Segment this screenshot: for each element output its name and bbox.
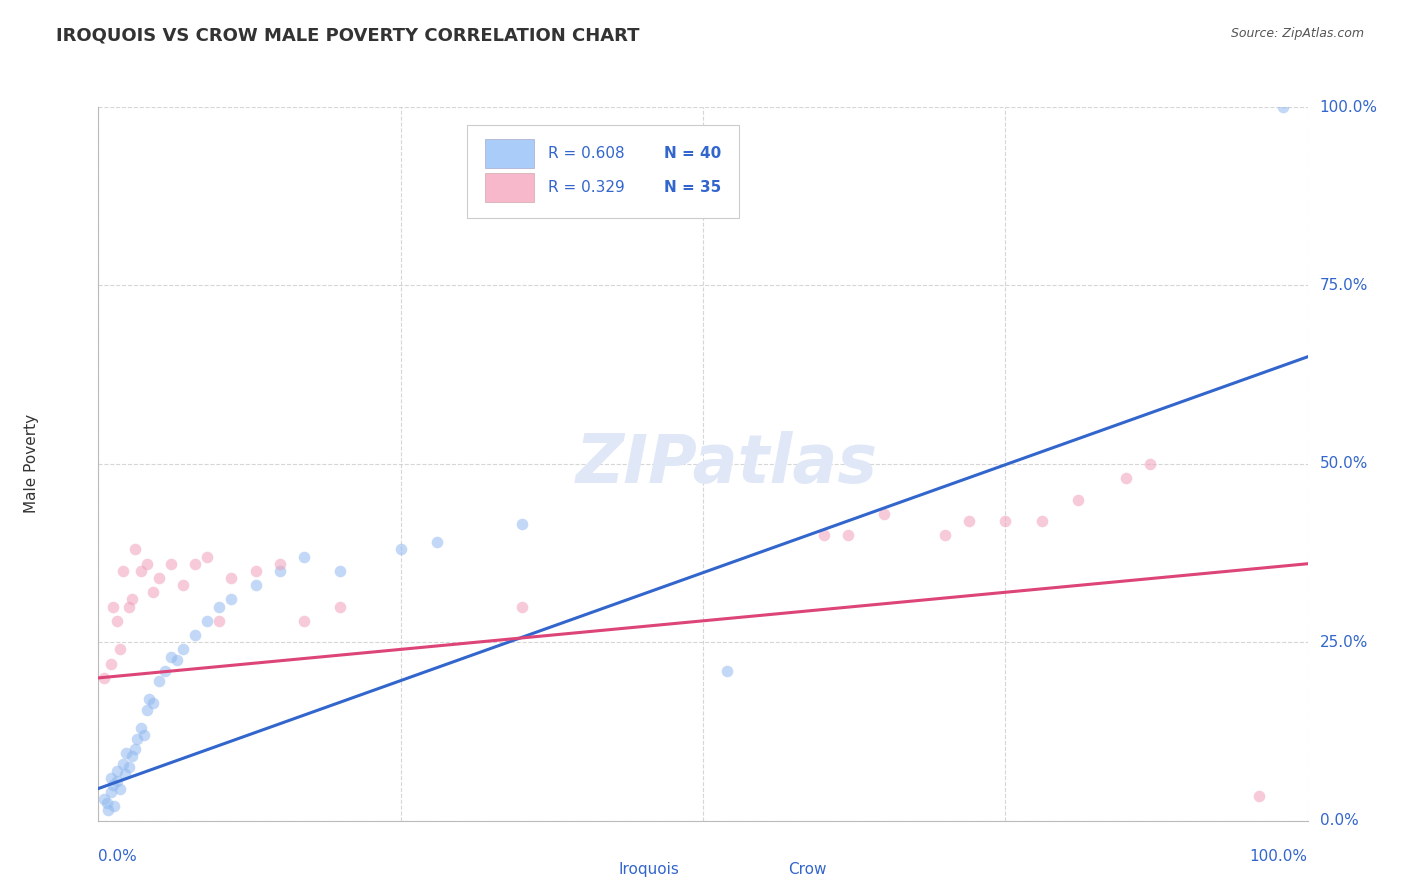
Text: 0.0%: 0.0% — [1320, 814, 1358, 828]
Point — [105, 614, 128, 628]
Text: 75.0%: 75.0% — [1320, 278, 1368, 293]
Text: Crow: Crow — [787, 862, 827, 877]
Text: R = 0.608: R = 0.608 — [548, 146, 624, 161]
Point — [873, 507, 896, 521]
Point — [101, 778, 124, 792]
Point — [269, 557, 291, 571]
Point — [166, 653, 188, 667]
Point — [134, 728, 156, 742]
Text: Iroquois: Iroquois — [619, 862, 679, 877]
Point — [221, 571, 243, 585]
Point — [195, 614, 218, 628]
Point — [105, 764, 128, 778]
Point — [269, 564, 291, 578]
Point — [208, 599, 231, 614]
FancyBboxPatch shape — [558, 856, 606, 881]
Point — [100, 771, 122, 785]
FancyBboxPatch shape — [467, 125, 740, 218]
Point — [813, 528, 835, 542]
Text: Male Poverty: Male Poverty — [24, 414, 39, 514]
Point — [510, 517, 533, 532]
Point — [97, 803, 120, 817]
FancyBboxPatch shape — [727, 856, 776, 881]
Point — [329, 564, 352, 578]
Point — [115, 746, 138, 760]
Point — [245, 564, 267, 578]
Point — [1067, 492, 1090, 507]
Point — [994, 514, 1017, 528]
Point — [93, 792, 115, 806]
Point — [1115, 471, 1137, 485]
Point — [195, 549, 218, 564]
Text: ZIPatlas: ZIPatlas — [576, 431, 879, 497]
Text: 100.0%: 100.0% — [1320, 100, 1378, 114]
Point — [292, 549, 315, 564]
Text: 50.0%: 50.0% — [1320, 457, 1368, 471]
Point — [184, 628, 207, 642]
Point — [957, 514, 980, 528]
Text: N = 40: N = 40 — [664, 146, 721, 161]
Point — [100, 785, 122, 799]
Point — [292, 614, 315, 628]
Point — [221, 592, 243, 607]
Point — [510, 599, 533, 614]
Point — [172, 578, 194, 592]
Point — [118, 760, 141, 774]
Point — [124, 742, 146, 756]
Point — [103, 799, 125, 814]
Point — [148, 674, 170, 689]
Point — [1031, 514, 1053, 528]
Text: 25.0%: 25.0% — [1320, 635, 1368, 649]
Point — [93, 671, 115, 685]
Point — [138, 692, 160, 706]
Point — [135, 557, 157, 571]
Point — [142, 696, 165, 710]
Point — [245, 578, 267, 592]
Point — [101, 599, 124, 614]
Point — [127, 731, 149, 746]
Point — [1139, 457, 1161, 471]
Point — [129, 564, 152, 578]
Text: IROQUOIS VS CROW MALE POVERTY CORRELATION CHART: IROQUOIS VS CROW MALE POVERTY CORRELATIO… — [56, 27, 640, 45]
Point — [389, 542, 412, 557]
Point — [329, 599, 352, 614]
FancyBboxPatch shape — [485, 173, 534, 202]
Point — [1272, 100, 1295, 114]
Point — [160, 557, 183, 571]
Point — [837, 528, 859, 542]
Point — [118, 599, 141, 614]
Text: 100.0%: 100.0% — [1250, 849, 1308, 864]
Point — [108, 642, 131, 657]
Point — [100, 657, 122, 671]
Point — [934, 528, 956, 542]
Point — [111, 756, 134, 771]
Text: N = 35: N = 35 — [664, 180, 721, 195]
Point — [208, 614, 231, 628]
Point — [426, 535, 449, 549]
Text: R = 0.329: R = 0.329 — [548, 180, 626, 195]
Point — [129, 721, 152, 735]
FancyBboxPatch shape — [485, 139, 534, 168]
Point — [96, 796, 118, 810]
Point — [184, 557, 207, 571]
Point — [153, 664, 176, 678]
Point — [135, 703, 157, 717]
Point — [1249, 789, 1271, 803]
Point — [124, 542, 146, 557]
Point — [148, 571, 170, 585]
Point — [121, 592, 143, 607]
Point — [111, 564, 134, 578]
Point — [142, 585, 165, 599]
Point — [108, 781, 131, 796]
Point — [172, 642, 194, 657]
Text: 0.0%: 0.0% — [98, 849, 138, 864]
Point — [114, 767, 136, 781]
Point — [121, 749, 143, 764]
Point — [716, 664, 738, 678]
Point — [160, 649, 183, 664]
Text: Source: ZipAtlas.com: Source: ZipAtlas.com — [1230, 27, 1364, 40]
Point — [105, 774, 128, 789]
